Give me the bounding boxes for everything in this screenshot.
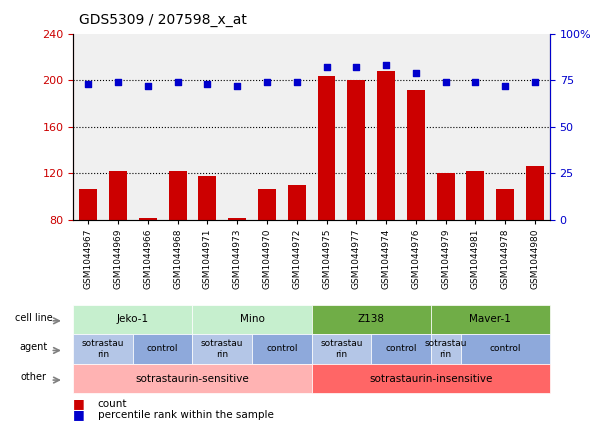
- Point: [113, 79, 123, 85]
- Text: control: control: [385, 344, 417, 354]
- Text: sotrastau
rin: sotrastau rin: [320, 339, 363, 359]
- Point: [381, 62, 391, 69]
- Point: [143, 82, 153, 89]
- Bar: [199, 176, 216, 220]
- Bar: [407, 90, 425, 220]
- Point: [411, 69, 421, 76]
- Text: control: control: [147, 344, 178, 354]
- Point: [173, 79, 183, 85]
- Text: sotrastaurin-insensitive: sotrastaurin-insensitive: [369, 374, 492, 384]
- Bar: [467, 171, 485, 220]
- Point: [530, 79, 540, 85]
- Bar: [377, 71, 395, 220]
- Point: [500, 82, 510, 89]
- Bar: [109, 171, 127, 220]
- Bar: [347, 80, 365, 220]
- Text: sotrastau
rin: sotrastau rin: [201, 339, 244, 359]
- Point: [232, 82, 242, 89]
- Bar: [258, 189, 276, 220]
- Bar: [139, 217, 156, 220]
- Point: [202, 81, 212, 88]
- Text: sotrastaurin-sensitive: sotrastaurin-sensitive: [136, 374, 249, 384]
- Text: cell line: cell line: [15, 313, 53, 323]
- Bar: [79, 189, 97, 220]
- Point: [351, 64, 361, 71]
- Text: Z138: Z138: [357, 314, 385, 324]
- Text: Mino: Mino: [240, 314, 265, 324]
- Text: control: control: [266, 344, 298, 354]
- Bar: [526, 166, 544, 220]
- Text: count: count: [98, 399, 127, 409]
- Bar: [288, 185, 306, 220]
- Text: ■: ■: [73, 398, 85, 410]
- Bar: [318, 76, 335, 220]
- Text: Jeko-1: Jeko-1: [117, 314, 149, 324]
- Point: [470, 79, 480, 85]
- Text: sotrastau
rin: sotrastau rin: [82, 339, 125, 359]
- Point: [321, 64, 331, 71]
- Point: [292, 79, 302, 85]
- Bar: [169, 171, 186, 220]
- Point: [441, 79, 450, 85]
- Text: other: other: [21, 372, 46, 382]
- Point: [83, 81, 93, 88]
- Bar: [437, 173, 455, 220]
- Text: GDS5309 / 207598_x_at: GDS5309 / 207598_x_at: [79, 13, 247, 27]
- Text: ■: ■: [73, 408, 85, 421]
- Text: Maver-1: Maver-1: [469, 314, 511, 324]
- Bar: [229, 217, 246, 220]
- Text: percentile rank within the sample: percentile rank within the sample: [98, 409, 274, 420]
- Text: agent: agent: [20, 343, 48, 352]
- Text: control: control: [489, 344, 521, 354]
- Point: [262, 79, 272, 85]
- Text: sotrastau
rin: sotrastau rin: [425, 339, 467, 359]
- Bar: [496, 189, 514, 220]
